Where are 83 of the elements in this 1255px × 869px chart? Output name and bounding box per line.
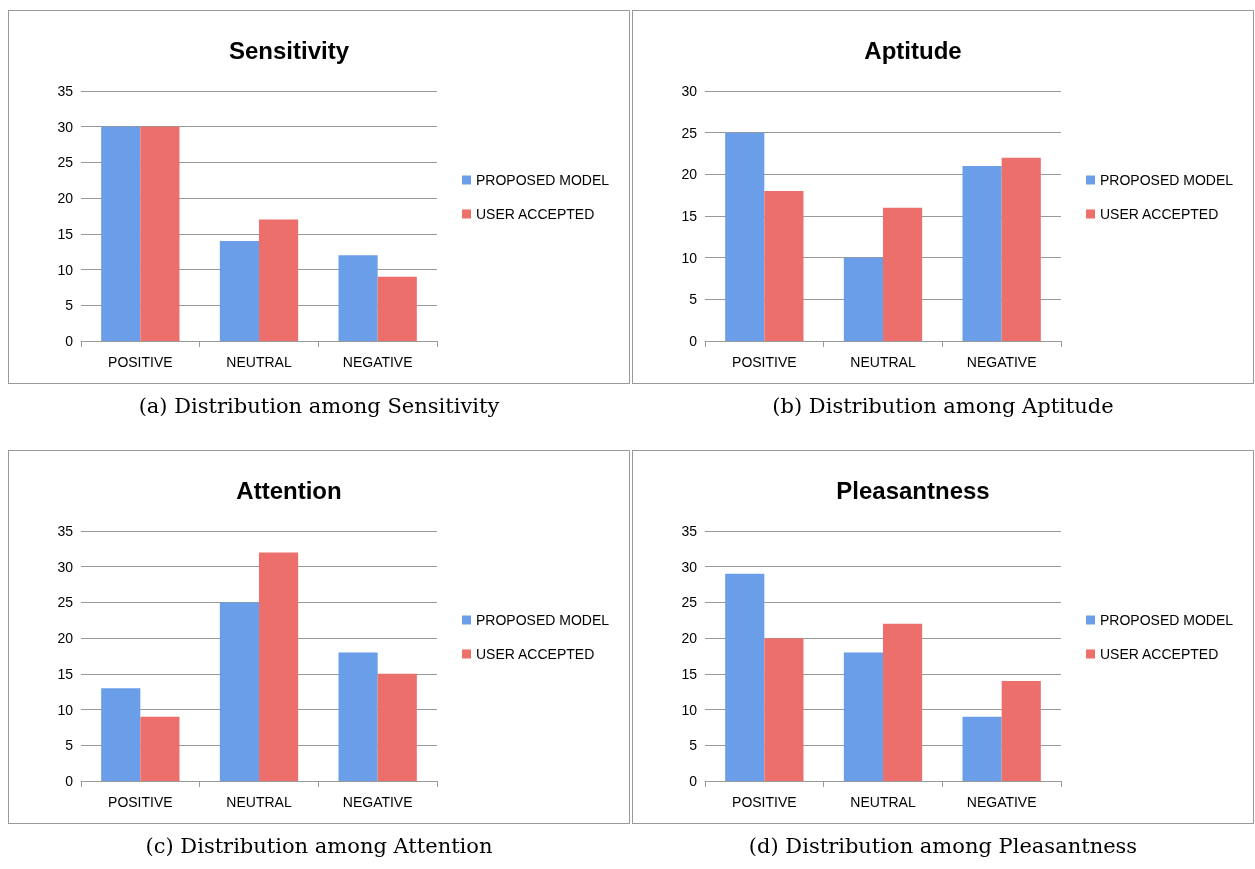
bar — [259, 219, 299, 341]
bar — [377, 673, 417, 781]
y-tick-label: 10 — [57, 261, 74, 278]
legend-label: USER ACCEPTED — [476, 646, 595, 662]
bar — [883, 623, 923, 781]
x-tick-label: POSITIVE — [108, 354, 173, 370]
bar — [101, 126, 141, 341]
y-tick-label: 0 — [65, 333, 74, 349]
text: (a) Distribution among Sensitivity — [137, 394, 501, 418]
y-tick-label: 20 — [57, 190, 74, 207]
chart-title: Attention — [236, 476, 342, 504]
y-tick-label: 15 — [681, 208, 698, 224]
bar — [883, 207, 923, 341]
y-tick-label: 0 — [689, 773, 698, 789]
bar — [1001, 681, 1041, 781]
legend-label: PROPOSED MODEL — [1100, 612, 1234, 628]
x-tick-label: POSITIVE — [108, 794, 173, 810]
y-tick-label: 15 — [57, 225, 74, 242]
legend-label: PROPOSED MODEL — [476, 172, 610, 188]
bar — [725, 132, 765, 341]
x-tick-label: NEGATIVE — [342, 794, 413, 810]
y-tick-label: 30 — [57, 558, 74, 575]
x-tick-label: NEGATIVE — [966, 354, 1037, 370]
legend-label: USER ACCEPTED — [476, 206, 595, 222]
bar — [1001, 157, 1041, 341]
text: (d) Distribution among Pleasantness — [747, 834, 1139, 858]
x-tick-label: NEUTRAL — [226, 354, 292, 370]
y-tick-label: 35 — [57, 83, 74, 99]
chart-title: Aptitude — [864, 36, 962, 64]
bar — [377, 276, 417, 341]
x-tick-label: NEUTRAL — [850, 794, 916, 810]
y-tick-label: 30 — [681, 83, 698, 99]
y-tick-label: 20 — [681, 630, 698, 647]
y-tick-label: 10 — [57, 701, 74, 718]
y-tick-label: 10 — [681, 249, 698, 266]
legend-label: USER ACCEPTED — [1100, 646, 1219, 662]
y-tick-label: 25 — [57, 154, 74, 171]
y-tick-label: 5 — [689, 737, 698, 754]
chart-title: Sensitivity — [228, 36, 350, 64]
y-tick-label: 15 — [57, 665, 74, 682]
y-tick-label: 5 — [689, 291, 698, 308]
bar — [764, 191, 804, 341]
bar — [140, 716, 180, 781]
x-tick-label: POSITIVE — [732, 794, 797, 810]
bar — [219, 241, 259, 341]
text: (c) Distribution among Attention — [144, 834, 494, 858]
y-tick-label: 15 — [681, 665, 698, 682]
bar — [962, 716, 1002, 781]
x-tick-label: NEUTRAL — [850, 354, 916, 370]
bar — [843, 257, 883, 341]
chart-title: Pleasantness — [836, 476, 990, 504]
y-tick-label: 35 — [681, 523, 698, 539]
bar — [843, 652, 883, 781]
bar — [338, 255, 378, 341]
y-tick-label: 5 — [65, 297, 74, 314]
y-tick-label: 25 — [681, 594, 698, 611]
bar — [101, 688, 141, 781]
bar — [338, 652, 378, 781]
bar — [725, 573, 765, 781]
legend-label: PROPOSED MODEL — [476, 612, 610, 628]
bar — [140, 126, 180, 341]
y-tick-label: 35 — [57, 523, 74, 539]
text: (b) Distribution among Aptitude — [771, 394, 1115, 418]
x-tick-label: NEUTRAL — [226, 794, 292, 810]
y-tick-label: 25 — [57, 594, 74, 611]
y-tick-label: 10 — [681, 701, 698, 718]
y-tick-label: 30 — [681, 558, 698, 575]
y-tick-label: 5 — [65, 737, 74, 754]
bar — [259, 552, 299, 781]
y-tick-label: 0 — [689, 333, 698, 349]
y-tick-label: 25 — [681, 124, 698, 141]
legend-label: PROPOSED MODEL — [1100, 172, 1234, 188]
y-tick-label: 30 — [57, 118, 74, 135]
y-tick-label: 20 — [57, 630, 74, 647]
x-tick-label: NEGATIVE — [342, 354, 413, 370]
x-tick-label: POSITIVE — [732, 354, 797, 370]
bar — [962, 166, 1002, 341]
x-tick-label: NEGATIVE — [966, 794, 1037, 810]
y-tick-label: 20 — [681, 166, 698, 183]
y-tick-label: 0 — [65, 773, 74, 789]
bar — [764, 638, 804, 781]
bar — [219, 602, 259, 781]
legend-label: USER ACCEPTED — [1100, 206, 1219, 222]
